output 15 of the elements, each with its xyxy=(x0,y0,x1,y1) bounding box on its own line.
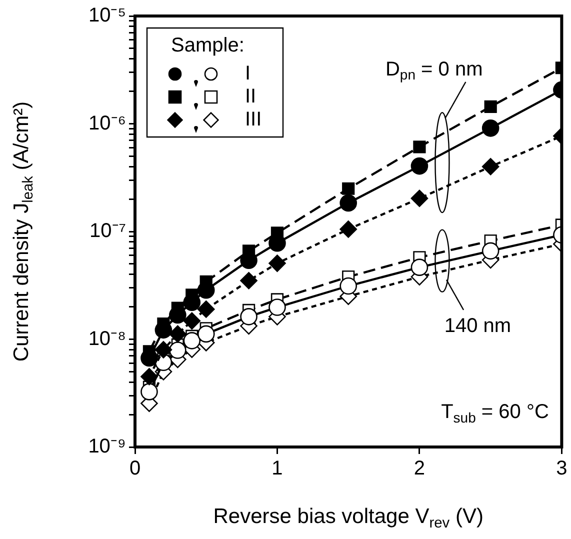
y-tick-label: 10⁻⁸ xyxy=(88,328,126,350)
y-tick-label: 10⁻⁵ xyxy=(88,4,126,27)
y-tick-label: 10⁻⁶ xyxy=(88,112,126,134)
x-tick-label: 3 xyxy=(556,458,568,480)
y-tick-label: 10⁻⁷ xyxy=(90,220,126,242)
x-tick-label: 2 xyxy=(414,458,426,480)
x-tick-label: 0 xyxy=(129,458,141,480)
y-tick-label: 10⁻⁹ xyxy=(88,436,126,458)
legend-label: II xyxy=(245,86,256,108)
annotation: 140 nm xyxy=(444,314,512,337)
legend-label: III xyxy=(245,108,262,131)
legend-label: I xyxy=(245,62,251,85)
x-tick-label: 1 xyxy=(272,458,283,480)
y-axis-title: Current density Jleak (A/cm²) xyxy=(10,101,36,362)
legend-title: Sample: xyxy=(171,34,244,57)
